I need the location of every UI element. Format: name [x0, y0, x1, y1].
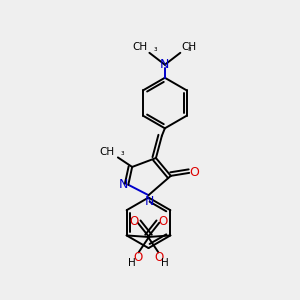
- Text: H: H: [128, 258, 136, 268]
- Text: ₃: ₃: [120, 148, 124, 158]
- Text: O: O: [129, 215, 139, 228]
- Text: ₃: ₃: [188, 44, 191, 53]
- Text: O: O: [159, 215, 168, 228]
- Text: N: N: [144, 195, 154, 208]
- Text: CH: CH: [133, 43, 148, 52]
- Text: ₃: ₃: [154, 44, 158, 53]
- Text: CH: CH: [99, 147, 114, 157]
- Text: O: O: [190, 166, 200, 179]
- Text: N: N: [118, 178, 128, 191]
- Text: CH: CH: [182, 43, 197, 52]
- Text: O: O: [133, 251, 142, 264]
- Text: H: H: [161, 258, 169, 268]
- Text: O: O: [155, 251, 164, 264]
- Text: N: N: [160, 58, 170, 71]
